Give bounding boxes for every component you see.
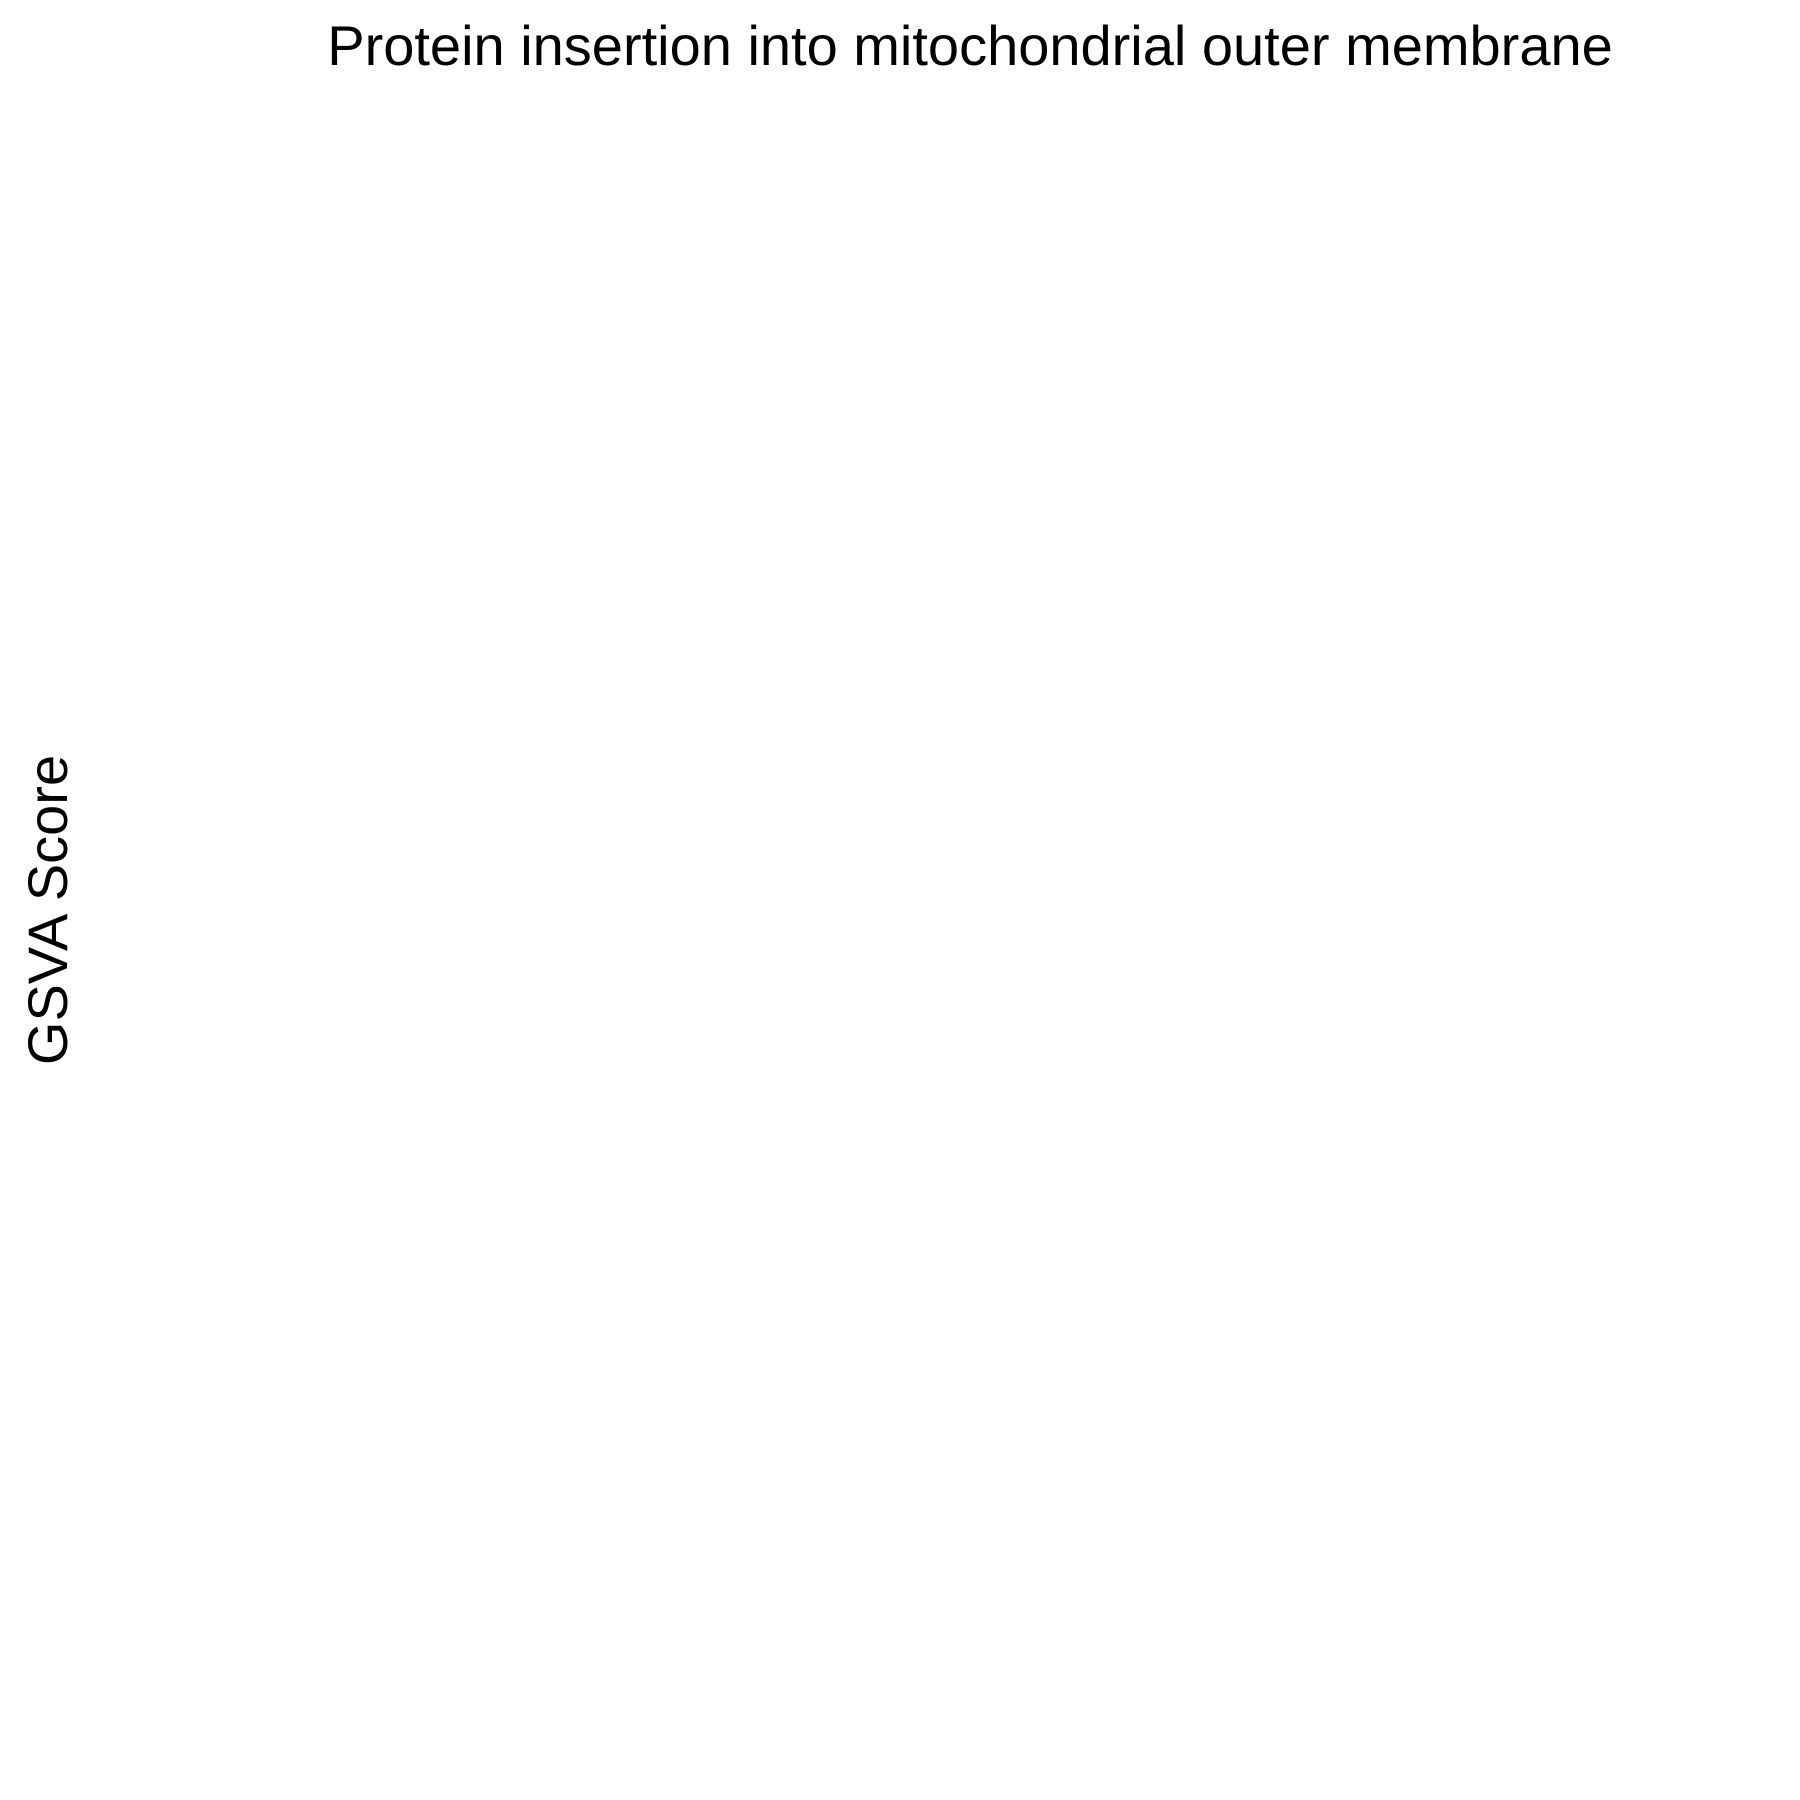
y-axis-label: GSVA Score	[16, 754, 79, 1066]
plot-area	[140, 110, 1780, 1770]
chart-title: Protein insertion into mitochondrial out…	[327, 14, 1613, 77]
